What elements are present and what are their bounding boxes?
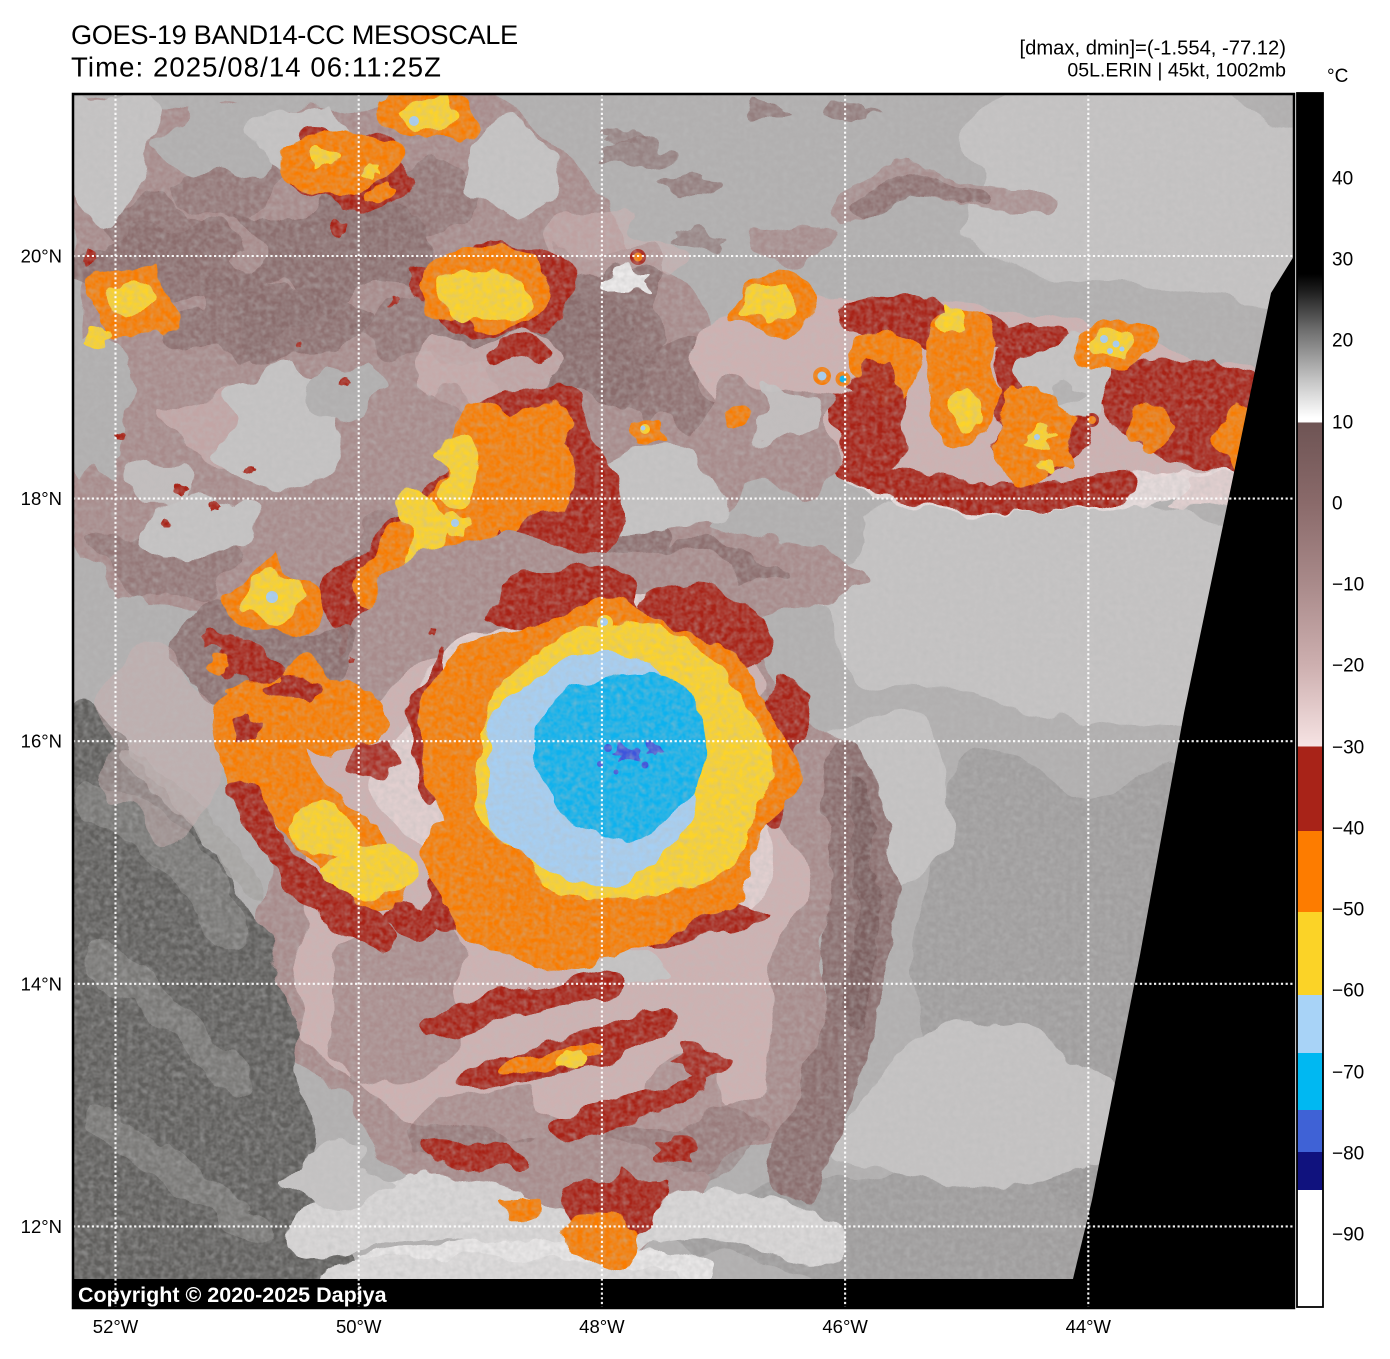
svg-text:20°N: 20°N xyxy=(21,246,62,267)
svg-text:−70: −70 xyxy=(1332,1063,1364,1084)
svg-text:48°W: 48°W xyxy=(579,1316,625,1337)
svg-text:−50: −50 xyxy=(1332,900,1364,921)
svg-text:14°N: 14°N xyxy=(21,973,62,994)
svg-text:−40: −40 xyxy=(1332,819,1364,840)
svg-text:GOES-19 BAND14-CC MESOSCALE: GOES-19 BAND14-CC MESOSCALE xyxy=(71,19,518,50)
svg-text:−10: −10 xyxy=(1332,575,1364,596)
svg-text:Copyright © 2020-2025 Dapiya: Copyright © 2020-2025 Dapiya xyxy=(78,1283,388,1307)
svg-text:16°N: 16°N xyxy=(21,731,62,752)
svg-text:05L.ERIN | 45kt, 1002mb: 05L.ERIN | 45kt, 1002mb xyxy=(1067,60,1286,82)
svg-text:12°N: 12°N xyxy=(21,1216,62,1237)
svg-text:40: 40 xyxy=(1332,169,1353,190)
svg-text:[dmax, dmin]=(-1.554, -77.12): [dmax, dmin]=(-1.554, -77.12) xyxy=(1020,38,1287,60)
svg-text:−20: −20 xyxy=(1332,656,1364,677)
svg-text:−30: −30 xyxy=(1332,738,1364,759)
svg-text:44°W: 44°W xyxy=(1066,1316,1112,1337)
svg-text:0: 0 xyxy=(1332,494,1343,515)
svg-text:52°W: 52°W xyxy=(93,1316,139,1337)
svg-text:Time: 2025/08/14 06:11:25Z: Time: 2025/08/14 06:11:25Z xyxy=(71,52,442,83)
svg-text:10: 10 xyxy=(1332,413,1353,434)
svg-text:20: 20 xyxy=(1332,331,1353,352)
svg-text:°C: °C xyxy=(1327,66,1348,87)
svg-text:−80: −80 xyxy=(1332,1144,1364,1165)
svg-text:18°N: 18°N xyxy=(21,488,62,509)
svg-text:−90: −90 xyxy=(1332,1225,1364,1246)
svg-text:−60: −60 xyxy=(1332,981,1364,1002)
svg-text:46°W: 46°W xyxy=(822,1316,868,1337)
svg-text:50°W: 50°W xyxy=(336,1316,382,1337)
svg-text:30: 30 xyxy=(1332,250,1353,271)
